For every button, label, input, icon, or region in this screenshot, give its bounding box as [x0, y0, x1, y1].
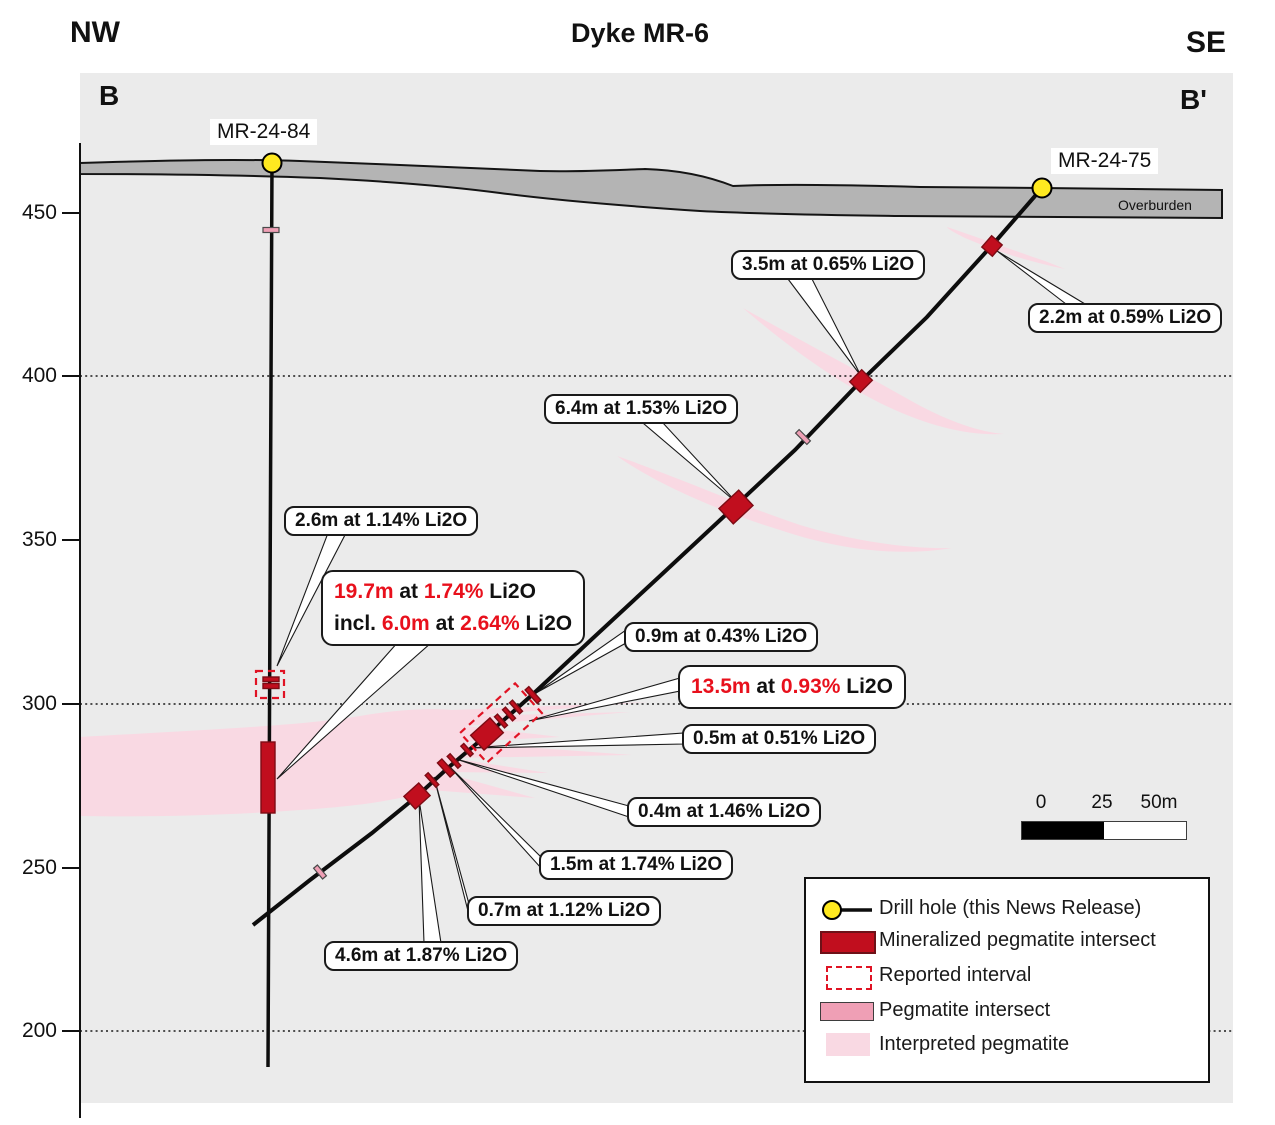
drill-hole-icon	[822, 900, 872, 920]
annotation-2-2m: 2.2m at 0.59% Li2O	[1028, 303, 1223, 333]
elevation-axis	[62, 143, 81, 1118]
drill-collar-mr-24-84	[261, 152, 283, 174]
interpreted-pegmatite-lens-top	[947, 227, 1065, 269]
pegmatite-intersect-marker	[312, 864, 328, 880]
mineralized-intersect-marker	[501, 706, 517, 722]
mineralized-intersect-markers	[260, 234, 1004, 814]
mineralized-intersect-marker	[446, 752, 462, 770]
mineralized-intersect-marker	[424, 771, 440, 789]
annotation-0-7m: 0.7m at 1.12% Li2O	[467, 896, 662, 926]
mineralized-intersect-marker	[717, 489, 755, 525]
interpreted-pegmatite-shapes	[80, 227, 1065, 817]
pegmatite-intersect-markers	[262, 226, 812, 880]
legend-item-mineralized: Mineralized pegmatite intersect	[806, 925, 1208, 959]
direction-nw: NW	[70, 16, 120, 49]
mineralized-swatch-icon	[820, 931, 876, 954]
annotation-19-7m: 19.7m at 1.74% Li2O incl. 6.0m at 2.64% …	[321, 570, 586, 646]
reported-interval-box	[254, 669, 286, 700]
elevation-tick-350: 350	[21, 528, 57, 551]
annotation-0-9m: 0.9m at 0.43% Li2O	[624, 622, 819, 652]
annotation-0-4m: 0.4m at 1.46% Li2O	[627, 797, 822, 827]
mineralized-intersect-marker	[262, 682, 280, 690]
mineralized-intersect-marker	[260, 741, 276, 814]
mineralized-intersect-marker	[508, 699, 524, 715]
annotation-4-6m: 4.6m at 1.87% Li2O	[324, 941, 519, 971]
mineralized-intersect-marker	[262, 676, 280, 683]
pegmatite-intersect-swatch-icon	[820, 1002, 874, 1021]
annotation-2-6m: 2.6m at 1.14% Li2O	[284, 506, 479, 536]
mineralized-intersect-marker	[524, 685, 542, 705]
figure-title: Dyke MR-6	[570, 18, 710, 48]
legend-item-interpreted-pegmatite: Interpreted pegmatite	[806, 1029, 1208, 1063]
legend-item-pegmatite-intersect: Pegmatite intersect	[806, 995, 1208, 1029]
elevation-tick-250: 250	[21, 856, 57, 879]
legend-item-reported-interval: Reported interval	[806, 960, 1208, 994]
elevation-tick-200: 200	[21, 1019, 57, 1042]
interpreted-pegmatite-main	[80, 702, 648, 817]
annotation-13-5m: 13.5m at 0.93% Li2O	[678, 665, 906, 709]
section-letter-b: B	[99, 80, 120, 111]
mineralized-intersect-marker	[980, 234, 1004, 258]
legend-item-drill-hole: Drill hole (this News Release)	[806, 893, 1208, 927]
mineralized-intersect-marker	[402, 782, 432, 810]
interpreted-pegmatite-swatch-icon	[826, 1033, 870, 1056]
scalebar-label-50m: 50m	[1140, 792, 1178, 813]
legend: Drill hole (this News Release) Mineraliz…	[804, 877, 1210, 1083]
hole-label-mr-24-84: MR-24-84	[210, 119, 318, 145]
reported-interval-box	[458, 681, 544, 765]
mineralized-intersect-marker	[459, 742, 475, 758]
reported-interval-boxes	[254, 669, 544, 765]
annotation-3-5m: 3.5m at 0.65% Li2O	[731, 250, 926, 280]
mineralized-intersect-marker	[848, 368, 874, 394]
scale-bar	[1021, 821, 1187, 840]
annotation-19-7m-line2: incl. 6.0m at 2.64% Li2O	[334, 612, 573, 635]
drill-hole-traces	[251, 162, 1044, 1068]
mineralized-intersect-marker	[436, 757, 456, 779]
drill-collar-mr-24-75	[1031, 177, 1053, 199]
overburden-label: Overburden	[1118, 197, 1192, 213]
section-letter-b-prime: B'	[1180, 84, 1207, 115]
pegmatite-intersect-marker	[262, 226, 280, 234]
scalebar-label-25: 25	[1091, 792, 1113, 813]
annotation-1-5m: 1.5m at 1.74% Li2O	[539, 850, 734, 880]
mineralized-intersect-marker	[493, 713, 509, 729]
annotation-6-4m: 6.4m at 1.53% Li2O	[544, 394, 739, 424]
scalebar-label-0: 0	[1035, 792, 1047, 813]
direction-se: SE	[1186, 26, 1227, 59]
elevation-tick-300: 300	[21, 692, 57, 715]
mineralized-intersect-marker	[469, 716, 505, 752]
elevation-tick-450: 450	[21, 201, 57, 224]
overburden-band	[79, 158, 1223, 220]
annotation-0-5m: 0.5m at 0.51% Li2O	[682, 724, 877, 754]
annotation-19-7m-line1: 19.7m at 1.74% Li2O	[334, 580, 536, 603]
elevation-tick-400: 400	[21, 364, 57, 387]
drill-hole-trace-mr-24-75	[251, 186, 1044, 927]
pegmatite-intersect-marker	[794, 428, 812, 446]
scale-bar-black-half	[1022, 822, 1104, 839]
leader-lines	[276, 250, 1087, 944]
reported-interval-swatch-icon	[826, 966, 872, 990]
hole-label-mr-24-75: MR-24-75	[1051, 148, 1159, 174]
